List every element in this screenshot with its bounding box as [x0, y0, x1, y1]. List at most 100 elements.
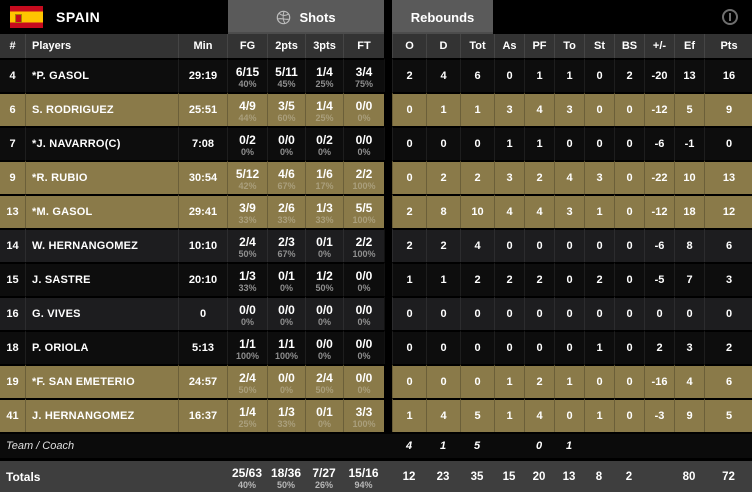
- player-row[interactable]: 13 *M. GASOL 29:41 3/9 33% 2/6 33% 1/3 33% …: [0, 194, 752, 228]
- team-tot: 5: [460, 432, 494, 458]
- fg-cell: 4/9 44%: [227, 92, 267, 126]
- oreb-cell: 0: [392, 160, 426, 194]
- player-row[interactable]: 15 J. SASTRE 20:10 1/3 33% 0/1 0% 1/2 50% 0…: [0, 262, 752, 296]
- assists-cell: 2: [494, 262, 524, 296]
- tab-rebounds[interactable]: Rebounds: [392, 0, 493, 34]
- blocks-cell: 0: [614, 262, 644, 296]
- section-divider: [384, 92, 392, 126]
- player-name[interactable]: S. RODRIGUEZ: [25, 92, 178, 126]
- totals-label: Totals: [0, 458, 227, 492]
- section-divider: [384, 330, 392, 364]
- 2pts-cell: 0/0 0%: [267, 296, 305, 330]
- player-row[interactable]: 19 *F. SAN EMETERIO 24:57 2/4 50% 0/0 0% 2…: [0, 364, 752, 398]
- player-name[interactable]: P. ORIOLA: [25, 330, 178, 364]
- ft-cell: 5/5 100%: [343, 194, 384, 228]
- team-oreb: 4: [392, 432, 426, 458]
- section-divider: [384, 398, 392, 432]
- player-row[interactable]: 16 G. VIVES 0 0/0 0% 0/0 0% 0/0 0% 0/0 0% 0 …: [0, 296, 752, 330]
- 3pts-cell: 1/3 33%: [305, 194, 343, 228]
- plusminus-cell: -3: [644, 398, 674, 432]
- points-cell: 2: [704, 330, 752, 364]
- player-row[interactable]: 9 *R. RUBIO 30:54 5/12 42% 4/6 67% 1/6 17% …: [0, 160, 752, 194]
- blocks-cell: 0: [614, 296, 644, 330]
- team-st: [584, 432, 614, 458]
- minutes-cell: 29:41: [178, 194, 227, 228]
- player-row[interactable]: 18 P. ORIOLA 5:13 1/1 100% 1/1 100% 0/0 0% …: [0, 330, 752, 364]
- 2pts-cell: 2/3 67%: [267, 228, 305, 262]
- tab-rebounds-label: Rebounds: [410, 9, 475, 25]
- turnovers-cell: 0: [554, 262, 584, 296]
- player-name[interactable]: J. SASTRE: [25, 262, 178, 296]
- efficiency-cell: 18: [674, 194, 704, 228]
- ft-cell: 0/0 0%: [343, 330, 384, 364]
- tab-shots[interactable]: Shots: [228, 0, 384, 34]
- player-name[interactable]: *M. GASOL: [25, 194, 178, 228]
- oreb-cell: 0: [392, 330, 426, 364]
- player-number: 41: [0, 398, 25, 432]
- info-icon[interactable]: [722, 9, 738, 25]
- assists-cell: 3: [494, 92, 524, 126]
- 3pts-cell: 0/1 0%: [305, 398, 343, 432]
- dreb-cell: 8: [426, 194, 460, 228]
- 3pts-cell: 2/4 50%: [305, 364, 343, 398]
- player-name[interactable]: *R. RUBIO: [25, 160, 178, 194]
- player-name[interactable]: G. VIVES: [25, 296, 178, 330]
- fouls-cell: 2: [524, 262, 554, 296]
- dreb-cell: 0: [426, 296, 460, 330]
- player-name[interactable]: W. HERNANGOMEZ: [25, 228, 178, 262]
- efficiency-cell: 4: [674, 364, 704, 398]
- col-header-ft: FT: [343, 34, 384, 58]
- player-number: 6: [0, 92, 25, 126]
- 3pts-cell: 1/4 25%: [305, 58, 343, 92]
- turnovers-cell: 1: [554, 58, 584, 92]
- turnovers-cell: 4: [554, 160, 584, 194]
- col-header-min: Min: [178, 34, 227, 58]
- ft-cell: 3/4 75%: [343, 58, 384, 92]
- player-row[interactable]: 4 *P. GASOL 29:19 6/15 40% 5/11 45% 1/4 25%…: [0, 58, 752, 92]
- section-divider: [384, 34, 392, 58]
- col-header-pts: Pts: [704, 34, 752, 58]
- plusminus-cell: -6: [644, 126, 674, 160]
- dreb-cell: 0: [426, 126, 460, 160]
- efficiency-cell: 10: [674, 160, 704, 194]
- team-dreb: 1: [426, 432, 460, 458]
- player-name[interactable]: *P. GASOL: [25, 58, 178, 92]
- player-name[interactable]: *F. SAN EMETERIO: [25, 364, 178, 398]
- player-row[interactable]: 41 J. HERNANGOMEZ 16:37 1/4 25% 1/3 33% 0/…: [0, 398, 752, 432]
- blocks-cell: 0: [614, 92, 644, 126]
- steals-cell: 1: [584, 398, 614, 432]
- player-row[interactable]: 6 S. RODRIGUEZ 25:51 4/9 44% 3/5 60% 1/4 25…: [0, 92, 752, 126]
- fouls-cell: 0: [524, 228, 554, 262]
- column-header-row: # Players Min FG 2pts 3pts FT O D Tot As…: [0, 34, 752, 58]
- dreb-cell: 0: [426, 330, 460, 364]
- team-plusminus: [644, 432, 674, 458]
- points-cell: 13: [704, 160, 752, 194]
- fouls-cell: 4: [524, 92, 554, 126]
- team-coach-label: Team / Coach: [0, 432, 384, 458]
- player-number: 15: [0, 262, 25, 296]
- totreb-cell: 5: [460, 398, 494, 432]
- fg-cell: 3/9 33%: [227, 194, 267, 228]
- minutes-cell: 10:10: [178, 228, 227, 262]
- player-row[interactable]: 14 W. HERNANGOMEZ 10:10 2/4 50% 2/3 67% 0/…: [0, 228, 752, 262]
- assists-cell: 0: [494, 228, 524, 262]
- totreb-cell: 0: [460, 296, 494, 330]
- col-header-tot: Tot: [460, 34, 494, 58]
- 3pts-cell: 1/6 17%: [305, 160, 343, 194]
- assists-cell: 1: [494, 126, 524, 160]
- col-header-fg: FG: [227, 34, 267, 58]
- player-row[interactable]: 7 *J. NAVARRO(C) 7:08 0/2 0% 0/0 0% 0/2 0% …: [0, 126, 752, 160]
- player-name[interactable]: J. HERNANGOMEZ: [25, 398, 178, 432]
- dreb-cell: 4: [426, 398, 460, 432]
- points-cell: 16: [704, 58, 752, 92]
- player-name[interactable]: *J. NAVARRO(C): [25, 126, 178, 160]
- player-number: 13: [0, 194, 25, 228]
- assists-cell: 1: [494, 364, 524, 398]
- plusminus-cell: 2: [644, 330, 674, 364]
- col-header-number: #: [0, 34, 25, 58]
- 3pts-cell: 1/4 25%: [305, 92, 343, 126]
- 3pts-cell: 0/0 0%: [305, 330, 343, 364]
- player-number: 7: [0, 126, 25, 160]
- oreb-cell: 2: [392, 228, 426, 262]
- oreb-cell: 1: [392, 262, 426, 296]
